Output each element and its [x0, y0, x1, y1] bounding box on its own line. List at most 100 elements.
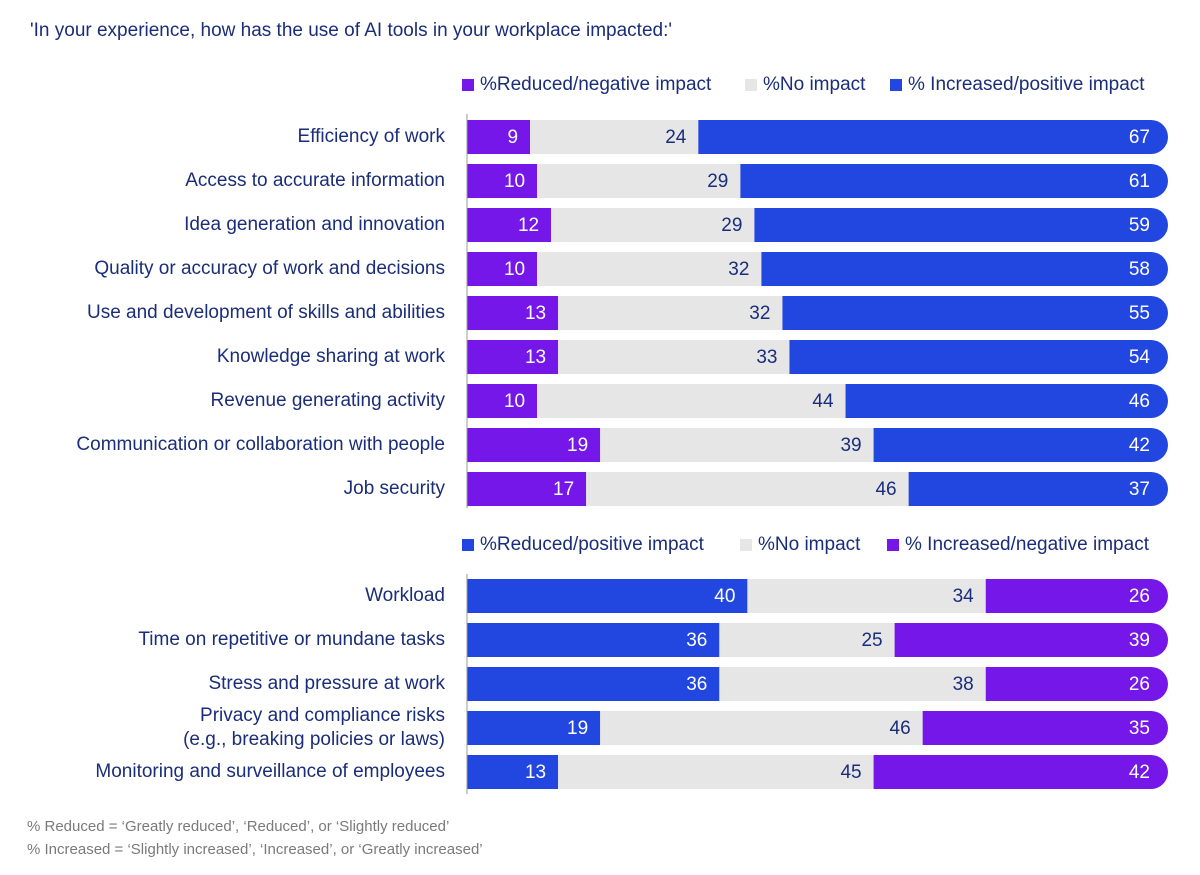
- value-label: 40: [714, 586, 735, 607]
- bar-segment: [586, 472, 909, 506]
- value-label: 44: [812, 391, 834, 412]
- category-label: Time on repetitive or mundane tasks: [138, 629, 445, 650]
- bar-segment: [537, 252, 762, 286]
- value-label: 58: [1129, 259, 1150, 280]
- value-label: 61: [1129, 171, 1150, 192]
- bar-segment: [551, 208, 755, 242]
- value-label: 32: [749, 303, 770, 324]
- value-label: 10: [504, 259, 525, 280]
- value-label: 39: [1129, 630, 1150, 651]
- value-label: 32: [728, 259, 749, 280]
- bar-segment: [558, 296, 783, 330]
- category-label: Workload: [365, 585, 445, 606]
- category-label: Communication or collaboration with peop…: [76, 434, 445, 455]
- category-label: Job security: [344, 478, 446, 499]
- legend-swatch-2-2: [740, 539, 752, 551]
- bar-segment: [537, 164, 741, 198]
- bar-segment: [761, 252, 1168, 286]
- value-label: 12: [518, 215, 539, 236]
- category-label-line2: (e.g., breaking policies or laws): [183, 729, 445, 750]
- bar-segment: [873, 428, 1168, 462]
- category-label-line1: Privacy and compliance risks: [200, 705, 445, 726]
- bar-segment: [467, 164, 538, 198]
- value-label: 10: [504, 391, 525, 412]
- footnote-increased: % Increased = ‘Slightly increased’, ‘Inc…: [27, 841, 483, 858]
- legend-label-1-2: %No impact: [763, 74, 866, 95]
- bar-segment: [789, 340, 1168, 374]
- value-label: 38: [953, 674, 974, 695]
- bar-segment: [467, 623, 720, 657]
- value-label: 13: [525, 303, 546, 324]
- value-label: 46: [890, 718, 911, 739]
- bar-segment: [467, 472, 587, 506]
- value-label: 37: [1129, 479, 1150, 500]
- category-label: Use and development of skills and abilit…: [87, 302, 445, 323]
- bar-segment: [467, 384, 538, 418]
- bar-segment: [922, 711, 1168, 745]
- chart-question: 'In your experience, how has the use of …: [30, 20, 672, 41]
- value-label: 55: [1129, 303, 1150, 324]
- value-label: 39: [840, 435, 861, 456]
- bar-segment: [558, 755, 874, 789]
- value-label: 13: [525, 347, 546, 368]
- legend-swatch-1-2: [745, 79, 757, 91]
- bar-segment: [754, 208, 1168, 242]
- value-label: 35: [1129, 718, 1150, 739]
- category-label: Monitoring and surveillance of employees: [95, 761, 445, 782]
- value-label: 19: [567, 435, 588, 456]
- bar-segment: [467, 428, 601, 462]
- value-label: 10: [504, 171, 525, 192]
- legend-label-2-3: % Increased/negative impact: [905, 534, 1150, 555]
- legend-label-1-1: %Reduced/negative impact: [480, 74, 712, 95]
- value-label: 54: [1129, 347, 1151, 368]
- bar-segment: [467, 208, 552, 242]
- legend-swatch-2-1: [462, 539, 474, 551]
- value-label: 42: [1129, 762, 1150, 783]
- bar-segment: [908, 472, 1168, 506]
- legend-label-1-3: % Increased/positive impact: [908, 74, 1145, 95]
- bar-segment: [530, 120, 699, 154]
- value-label: 42: [1129, 435, 1150, 456]
- bar-segment: [467, 711, 601, 745]
- footnote-reduced: % Reduced = ‘Greatly reduced’, ‘Reduced’…: [27, 818, 450, 835]
- value-label: 29: [707, 171, 728, 192]
- bar-segment: [845, 384, 1168, 418]
- bar-segment: [740, 164, 1168, 198]
- bar-segment: [719, 623, 895, 657]
- value-label: 45: [840, 762, 861, 783]
- legend-label-2-2: %No impact: [758, 534, 861, 555]
- value-label: 25: [861, 630, 882, 651]
- legend-swatch-1-3: [890, 79, 902, 91]
- bar-segment: [467, 579, 748, 613]
- bar-segment: [600, 428, 874, 462]
- bar-segment: [600, 711, 923, 745]
- legend-swatch-2-3: [887, 539, 899, 551]
- value-label: 59: [1129, 215, 1150, 236]
- bar-segment: [558, 340, 790, 374]
- legend-swatch-1-1: [462, 79, 474, 91]
- category-label: Knowledge sharing at work: [217, 346, 446, 367]
- value-label: 46: [1129, 391, 1150, 412]
- bar-segment: [467, 120, 531, 154]
- value-label: 67: [1129, 127, 1150, 148]
- bar-segment: [467, 755, 559, 789]
- value-label: 29: [721, 215, 742, 236]
- value-label: 26: [1129, 674, 1150, 695]
- value-label: 36: [686, 630, 707, 651]
- category-label: Stress and pressure at work: [208, 673, 445, 694]
- value-label: 46: [875, 479, 896, 500]
- bar-segment: [985, 667, 1168, 701]
- value-label: 33: [756, 347, 777, 368]
- bar-segment: [467, 667, 720, 701]
- bar-segment: [894, 623, 1168, 657]
- value-label: 26: [1129, 586, 1150, 607]
- legend-label-2-1: %Reduced/positive impact: [480, 534, 705, 555]
- bar-segment: [873, 755, 1168, 789]
- bar-segment: [747, 579, 986, 613]
- category-label: Idea generation and innovation: [184, 214, 445, 235]
- bar-segment: [467, 296, 559, 330]
- category-label: Efficiency of work: [298, 126, 446, 147]
- value-label: 13: [525, 762, 546, 783]
- bar-segment: [719, 667, 986, 701]
